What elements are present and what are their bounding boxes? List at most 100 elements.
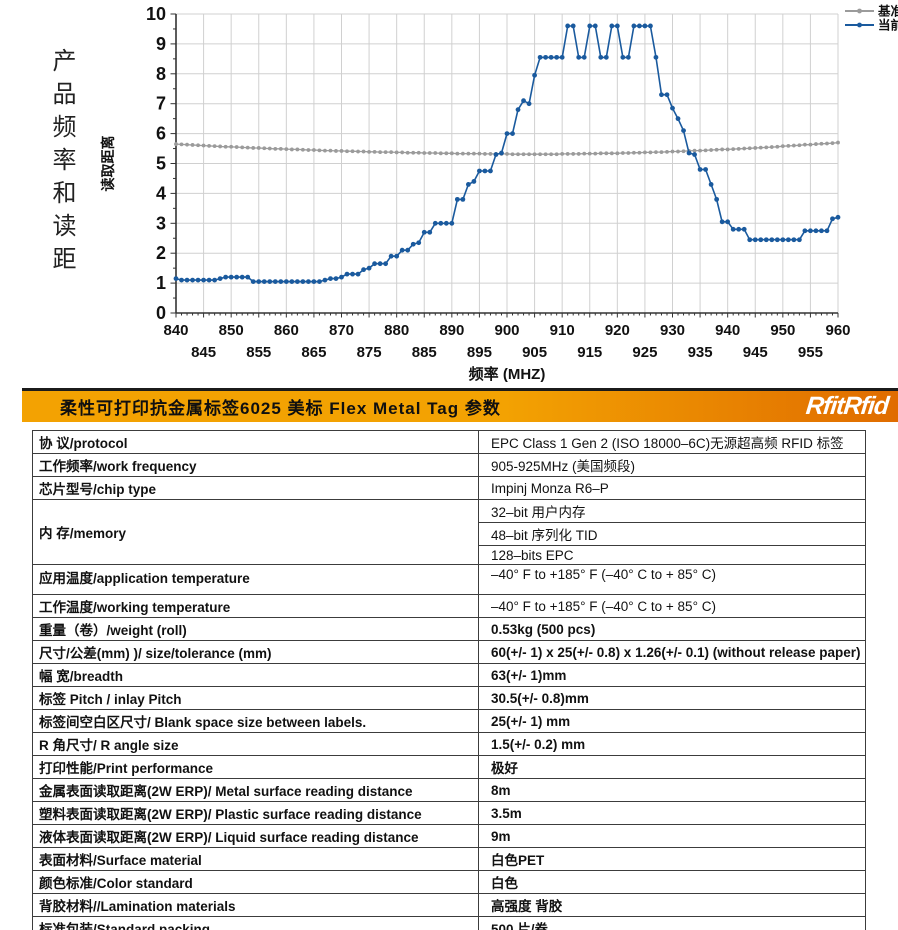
spec-value-cell: 1.5(+/- 0.2) mm <box>478 732 866 756</box>
spec-value-cell: 高强度 背胶 <box>478 893 866 917</box>
y-axis-tick-labels: 0 1 2 3 4 5 6 7 8 9 10 <box>146 4 166 323</box>
page-title-vertical: 产品频率和读距 <box>48 48 74 279</box>
spec-label-cell: 打印性能/Print performance <box>32 755 479 779</box>
svg-text:855: 855 <box>246 344 271 361</box>
svg-text:890: 890 <box>439 322 464 339</box>
spec-value-cell: 30.5(+/- 0.8)mm <box>478 686 866 710</box>
spec-row: 标准包装/Standard packing 500 片/卷 <box>32 916 866 930</box>
spec-value-cell: 905-925MHz (美国频段) <box>478 453 866 477</box>
svg-text:905: 905 <box>522 344 547 361</box>
chart-gridlines <box>176 13 839 313</box>
svg-text:920: 920 <box>605 322 630 339</box>
spec-value-cell: 3.5m <box>478 801 866 825</box>
chart-ticks <box>170 13 839 318</box>
spec-label-cell: 颜色标准/Color standard <box>32 870 479 894</box>
spec-label-cell: 应用温度/application temperature <box>32 564 479 595</box>
svg-text:2: 2 <box>156 243 166 263</box>
spec-value-cell: EPC Class 1 Gen 2 (ISO 18000–6C)无源超高频 RF… <box>478 430 866 454</box>
spec-row: 尺寸/公差(mm) )/ size/tolerance (mm) 60(+/- 1… <box>32 640 866 664</box>
spec-row: 重量（卷）/weight (roll) 0.53kg (500 pcs) <box>32 617 866 641</box>
spec-label-cell: 内 存/memory <box>32 499 479 565</box>
brand-logo: RfitRfid <box>804 392 890 420</box>
spec-value-cell: 60(+/- 1) x 25(+/- 0.8) x 1.26(+/- 0.1) … <box>478 640 866 664</box>
spec-value-cell: 48–bit 序列化 TID <box>478 522 866 546</box>
spec-value-cell: 500 片/卷 <box>478 916 866 930</box>
svg-text:9: 9 <box>156 34 166 54</box>
svg-text:880: 880 <box>384 322 409 339</box>
spec-row: 标签 Pitch / inlay Pitch 30.5(+/- 0.8)mm <box>32 686 866 710</box>
spec-label-cell: 尺寸/公差(mm) )/ size/tolerance (mm) <box>32 640 479 664</box>
spec-row: 标签间空白区尺寸/ Blank space size between label… <box>32 709 866 733</box>
spec-row: 金属表面读取距离(2W ERP)/ Metal surface reading … <box>32 778 866 802</box>
svg-text:4: 4 <box>156 183 166 203</box>
spec-row: 芯片型号/chip type Impinj Monza R6–P <box>32 476 866 500</box>
spec-row: 应用温度/application temperature –40° F to +1… <box>32 564 866 595</box>
spec-label-cell: 塑料表面读取距离(2W ERP)/ Plastic surface readin… <box>32 801 479 825</box>
svg-text:845: 845 <box>191 344 216 361</box>
spec-label-cell: 背胶材料//Lamination materials <box>32 893 479 917</box>
spec-value-cell: 极好 <box>478 755 866 779</box>
spec-value-cell: –40° F to +185° F (–40° C to + 85° C) <box>478 594 866 618</box>
svg-text:840: 840 <box>163 322 188 339</box>
svg-text:935: 935 <box>688 344 713 361</box>
spec-row: 48–bit 序列化 TID <box>33 522 866 546</box>
svg-text:850: 850 <box>219 322 244 339</box>
spec-value-cell: 8m <box>478 778 866 802</box>
spec-row: 表面材料/Surface material 白色PET <box>32 847 866 871</box>
spec-label-cell: 幅 宽/breadth <box>32 663 479 687</box>
spec-label-cell: 工作频率/work frequency <box>32 453 479 477</box>
banner-title: 柔性可打印抗金属标签6025 美标 Flex Metal Tag 参数 <box>60 399 501 418</box>
svg-text:945: 945 <box>743 344 768 361</box>
spec-label-cell: 标签间空白区尺寸/ Blank space size between label… <box>32 709 479 733</box>
spec-label-cell: 工作温度/working temperature <box>32 594 479 618</box>
spec-table: 协 议/protocol EPC Class 1 Gen 2 (ISO 18000… <box>32 430 866 930</box>
spec-label-cell: 协 议/protocol <box>32 430 479 454</box>
spec-value-cell: 0.53kg (500 pcs) <box>478 617 866 641</box>
svg-text:8: 8 <box>156 64 166 84</box>
spec-row: 幅 宽/breadth 63(+/- 1)mm <box>32 663 866 687</box>
svg-text:910: 910 <box>550 322 575 339</box>
spec-label-cell: 金属表面读取距离(2W ERP)/ Metal surface reading … <box>32 778 479 802</box>
svg-text:6: 6 <box>156 124 166 144</box>
svg-text:955: 955 <box>798 344 823 361</box>
svg-text:960: 960 <box>825 322 850 339</box>
legend-label: 基准 <box>877 4 898 19</box>
legend-label: 当前 <box>878 18 898 33</box>
spec-label-cell: 表面材料/Surface material <box>32 847 479 871</box>
svg-text:3: 3 <box>156 213 166 233</box>
svg-text:860: 860 <box>274 322 299 339</box>
spec-label-cell: 重量（卷）/weight (roll) <box>32 617 479 641</box>
spec-value-cell: Impinj Monza R6–P <box>478 476 866 500</box>
svg-text:950: 950 <box>770 322 795 339</box>
spec-row: 打印性能/Print performance 极好 <box>32 755 866 779</box>
svg-text:915: 915 <box>577 344 602 361</box>
svg-text:7: 7 <box>156 94 166 114</box>
svg-text:10: 10 <box>146 4 166 24</box>
spec-row: 塑料表面读取距离(2W ERP)/ Plastic surface readin… <box>32 801 866 825</box>
svg-text:930: 930 <box>660 322 685 339</box>
spec-value-cell: 63(+/- 1)mm <box>478 663 866 687</box>
spec-row: 液体表面读取距离(2W ERP)/ Liquid surface reading… <box>32 824 866 848</box>
svg-text:1: 1 <box>156 273 166 293</box>
spec-value-cell: 白色PET <box>478 847 866 871</box>
section-banner: 柔性可打印抗金属标签6025 美标 Flex Metal Tag 参数 Rfit… <box>22 388 898 422</box>
x-axis-title: 频率 (MHZ) <box>469 365 546 383</box>
spec-value-cell: –40° F to +185° F (–40° C to + 85° C) <box>478 564 866 595</box>
spec-value-cell: 32–bit 用户内存 <box>478 499 866 523</box>
svg-text:900: 900 <box>494 322 519 339</box>
svg-text:895: 895 <box>467 344 492 361</box>
spec-row: 工作频率/work frequency 905-925MHz (美国频段) <box>32 453 866 477</box>
y-axis-title: 读取距离 <box>100 136 116 192</box>
spec-label-cell: R 角尺寸/ R angle size <box>32 732 479 756</box>
spec-row: 协 议/protocol EPC Class 1 Gen 2 (ISO 18000… <box>32 430 866 454</box>
svg-text:0: 0 <box>156 303 166 323</box>
svg-text:885: 885 <box>412 344 437 361</box>
spec-value-cell: 白色 <box>478 870 866 894</box>
spec-row: R 角尺寸/ R angle size 1.5(+/- 0.2) mm <box>32 732 866 756</box>
spec-value-cell: 25(+/- 1) mm <box>478 709 866 733</box>
frequency-read-distance-chart: 0 1 2 3 4 5 6 7 8 9 10 840 850 860 870 880 890 900 910 920 9… <box>0 0 898 386</box>
spec-value-cell: 9m <box>478 824 866 848</box>
